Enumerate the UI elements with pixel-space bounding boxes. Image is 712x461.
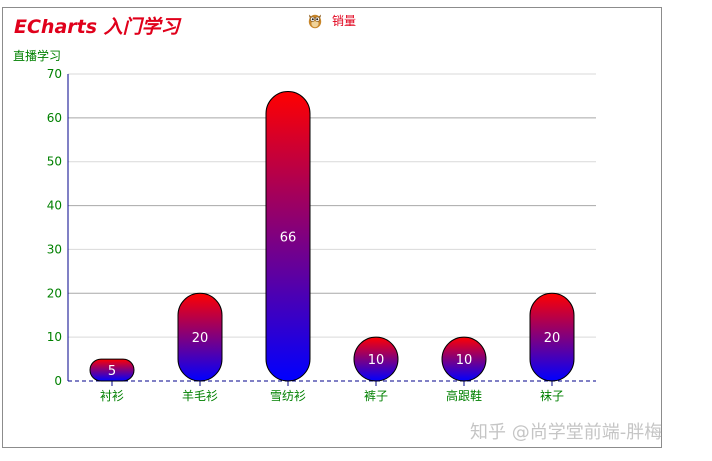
y-tick-label: 20 xyxy=(47,286,62,300)
watermark: 知乎 @尚学堂前端-胖梅 xyxy=(470,422,663,443)
bar-裤子 xyxy=(353,336,399,382)
y-tick-label: 50 xyxy=(47,155,62,169)
chart-frame xyxy=(2,7,662,448)
bar-衬衫 xyxy=(89,358,135,382)
bar-羊毛衫 xyxy=(177,292,223,382)
x-tick-label: 羊毛衫 xyxy=(182,388,218,403)
legend-label: 销量 xyxy=(332,13,357,28)
data-label: 5 xyxy=(108,364,116,379)
y-tick-label: 60 xyxy=(47,111,62,125)
data-label: 66 xyxy=(280,230,297,245)
data-label: 20 xyxy=(544,331,561,346)
x-tick-label: 袜子 xyxy=(540,389,564,403)
bar-袜子 xyxy=(529,292,575,382)
y-tick-label: 10 xyxy=(47,330,62,344)
y-tick-label: 70 xyxy=(47,67,62,81)
legend[interactable]: 销量 xyxy=(306,10,356,30)
x-tick-label: 衬衫 xyxy=(100,389,124,403)
bar-雪纺衫 xyxy=(265,91,311,382)
y-tick-label: 30 xyxy=(47,242,62,256)
y-axis-label: 直播学习 xyxy=(13,49,62,63)
bar-高跟鞋 xyxy=(441,336,487,382)
data-label: 10 xyxy=(368,353,385,368)
owl-icon xyxy=(308,14,322,29)
x-tick-label: 高跟鞋 xyxy=(446,388,482,403)
data-label: 20 xyxy=(192,331,209,346)
y-tick-label: 40 xyxy=(47,199,62,213)
x-tick-label: 裤子 xyxy=(364,389,388,403)
y-tick-label: 0 xyxy=(54,374,62,388)
x-tick-label: 雪纺衫 xyxy=(270,389,306,403)
chart-title: ECharts 入门学习 xyxy=(14,16,180,38)
data-label: 10 xyxy=(456,353,473,368)
